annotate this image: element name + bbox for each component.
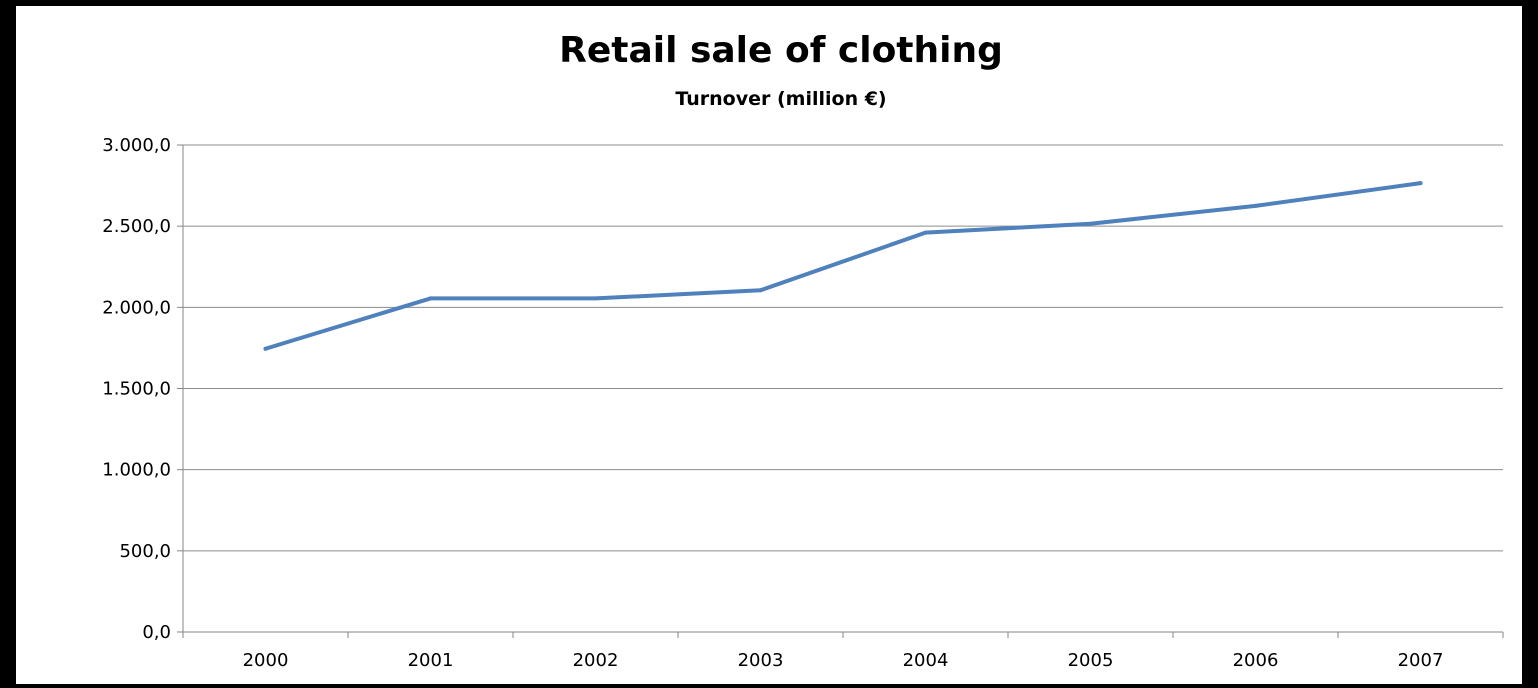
y-tick-label: 2.500,0 bbox=[102, 216, 171, 237]
data-point bbox=[593, 296, 598, 301]
x-tick-label: 2007 bbox=[1398, 650, 1444, 671]
data-point bbox=[1418, 181, 1423, 186]
x-tick-label: 2002 bbox=[573, 650, 619, 671]
data-point bbox=[428, 296, 433, 301]
chart-frame bbox=[16, 6, 1522, 684]
x-tick-label: 2003 bbox=[738, 650, 784, 671]
y-tick-label: 1.000,0 bbox=[102, 460, 171, 481]
y-tick-label: 3.000,0 bbox=[102, 135, 171, 156]
y-tick-label: 500,0 bbox=[119, 541, 171, 562]
x-tick-label: 2000 bbox=[243, 650, 289, 671]
y-tick-label: 1.500,0 bbox=[102, 379, 171, 400]
x-tick-label: 2001 bbox=[408, 650, 454, 671]
y-tick-label: 2.000,0 bbox=[102, 297, 171, 318]
x-tick-label: 2004 bbox=[903, 650, 949, 671]
chart-subtitle: Turnover (million €) bbox=[675, 88, 887, 110]
data-point bbox=[1088, 221, 1093, 226]
x-tick-label: 2005 bbox=[1068, 650, 1114, 671]
data-point bbox=[758, 288, 763, 293]
chart-title: Retail sale of clothing bbox=[559, 30, 1003, 71]
data-point bbox=[263, 346, 268, 351]
x-tick-label: 2006 bbox=[1233, 650, 1279, 671]
data-point bbox=[1253, 203, 1258, 208]
data-point bbox=[923, 230, 928, 235]
series-line bbox=[263, 181, 1423, 351]
y-tick-label: 0,0 bbox=[142, 622, 171, 643]
